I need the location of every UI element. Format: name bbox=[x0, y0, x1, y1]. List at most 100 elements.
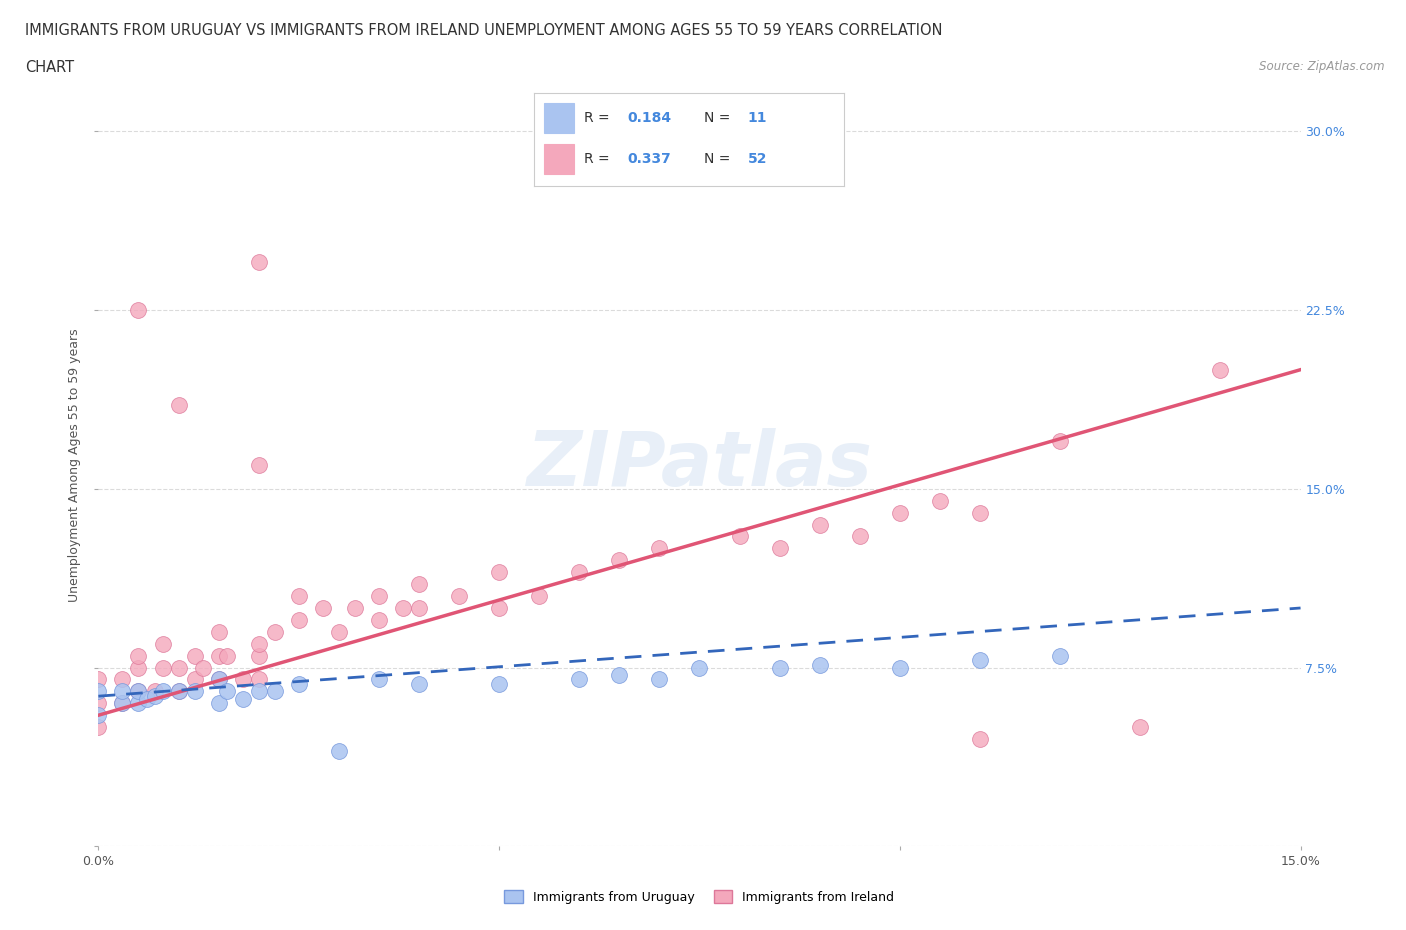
Text: 11: 11 bbox=[748, 111, 768, 126]
Point bbox=[247, 458, 270, 472]
Point bbox=[609, 553, 631, 568]
Point bbox=[183, 648, 205, 663]
Point bbox=[143, 684, 166, 698]
Legend: Immigrants from Uruguay, Immigrants from Ireland: Immigrants from Uruguay, Immigrants from… bbox=[499, 885, 900, 909]
Point bbox=[568, 565, 591, 579]
Point bbox=[728, 529, 751, 544]
Point bbox=[368, 672, 391, 687]
Point bbox=[128, 302, 150, 317]
Point bbox=[247, 672, 270, 687]
Point bbox=[215, 648, 238, 663]
Point bbox=[152, 660, 174, 675]
Point bbox=[128, 696, 150, 711]
Point bbox=[215, 684, 238, 698]
Point bbox=[208, 672, 231, 687]
Point bbox=[128, 684, 150, 698]
Point bbox=[128, 684, 150, 698]
Point bbox=[969, 653, 991, 668]
Point bbox=[247, 636, 270, 651]
Y-axis label: Unemployment Among Ages 55 to 59 years: Unemployment Among Ages 55 to 59 years bbox=[67, 328, 82, 602]
Point bbox=[183, 672, 205, 687]
Point bbox=[247, 684, 270, 698]
Point bbox=[208, 624, 231, 639]
Point bbox=[87, 720, 110, 735]
Point bbox=[111, 696, 134, 711]
Text: 0.184: 0.184 bbox=[627, 111, 671, 126]
Point bbox=[769, 541, 792, 556]
Point bbox=[648, 672, 671, 687]
Point bbox=[87, 684, 110, 698]
Point bbox=[969, 732, 991, 747]
Point bbox=[408, 601, 430, 616]
Point bbox=[111, 696, 134, 711]
Point bbox=[232, 691, 254, 706]
Point bbox=[183, 684, 205, 698]
Point bbox=[167, 684, 190, 698]
Point bbox=[1049, 433, 1071, 448]
Point bbox=[208, 696, 231, 711]
Point bbox=[263, 684, 285, 698]
Point bbox=[208, 672, 231, 687]
Point bbox=[191, 660, 214, 675]
Point bbox=[247, 255, 270, 270]
Text: IMMIGRANTS FROM URUGUAY VS IMMIGRANTS FROM IRELAND UNEMPLOYMENT AMONG AGES 55 TO: IMMIGRANTS FROM URUGUAY VS IMMIGRANTS FR… bbox=[25, 23, 943, 38]
Bar bbox=[544, 103, 575, 133]
Point bbox=[111, 684, 134, 698]
Point bbox=[568, 672, 591, 687]
Point bbox=[135, 691, 157, 706]
Text: 0.337: 0.337 bbox=[627, 152, 671, 166]
Point bbox=[128, 660, 150, 675]
Point bbox=[368, 589, 391, 604]
Point bbox=[1129, 720, 1152, 735]
Point bbox=[312, 601, 335, 616]
Point bbox=[328, 744, 350, 759]
Text: CHART: CHART bbox=[25, 60, 75, 75]
Point bbox=[87, 708, 110, 723]
Text: 52: 52 bbox=[748, 152, 768, 166]
Point bbox=[152, 684, 174, 698]
Text: R =: R = bbox=[583, 111, 614, 126]
Point bbox=[808, 517, 831, 532]
Text: N =: N = bbox=[704, 152, 735, 166]
Point bbox=[392, 601, 415, 616]
Point bbox=[328, 624, 350, 639]
Point bbox=[167, 684, 190, 698]
Point bbox=[969, 505, 991, 520]
Point bbox=[689, 660, 711, 675]
Point bbox=[529, 589, 551, 604]
Point bbox=[87, 672, 110, 687]
Point bbox=[167, 660, 190, 675]
Point bbox=[889, 505, 911, 520]
Text: Source: ZipAtlas.com: Source: ZipAtlas.com bbox=[1260, 60, 1385, 73]
Point bbox=[368, 613, 391, 628]
Point bbox=[247, 648, 270, 663]
Point bbox=[208, 648, 231, 663]
Point bbox=[143, 689, 166, 704]
Point bbox=[929, 493, 952, 508]
Point bbox=[488, 601, 510, 616]
Point bbox=[263, 624, 285, 639]
Point bbox=[288, 677, 311, 692]
Point bbox=[648, 541, 671, 556]
Point bbox=[408, 677, 430, 692]
Point bbox=[1049, 648, 1071, 663]
Point bbox=[488, 565, 510, 579]
Point bbox=[889, 660, 911, 675]
Point bbox=[128, 648, 150, 663]
Point bbox=[288, 613, 311, 628]
Point bbox=[488, 677, 510, 692]
Point bbox=[111, 672, 134, 687]
Point bbox=[808, 658, 831, 672]
Point bbox=[609, 668, 631, 683]
Point bbox=[1209, 363, 1232, 378]
Point bbox=[232, 672, 254, 687]
Point bbox=[288, 589, 311, 604]
Point bbox=[408, 577, 430, 591]
Point bbox=[769, 660, 792, 675]
Point bbox=[152, 636, 174, 651]
Point bbox=[87, 696, 110, 711]
Point bbox=[167, 398, 190, 413]
Point bbox=[343, 601, 366, 616]
Point bbox=[849, 529, 872, 544]
Text: R =: R = bbox=[583, 152, 614, 166]
